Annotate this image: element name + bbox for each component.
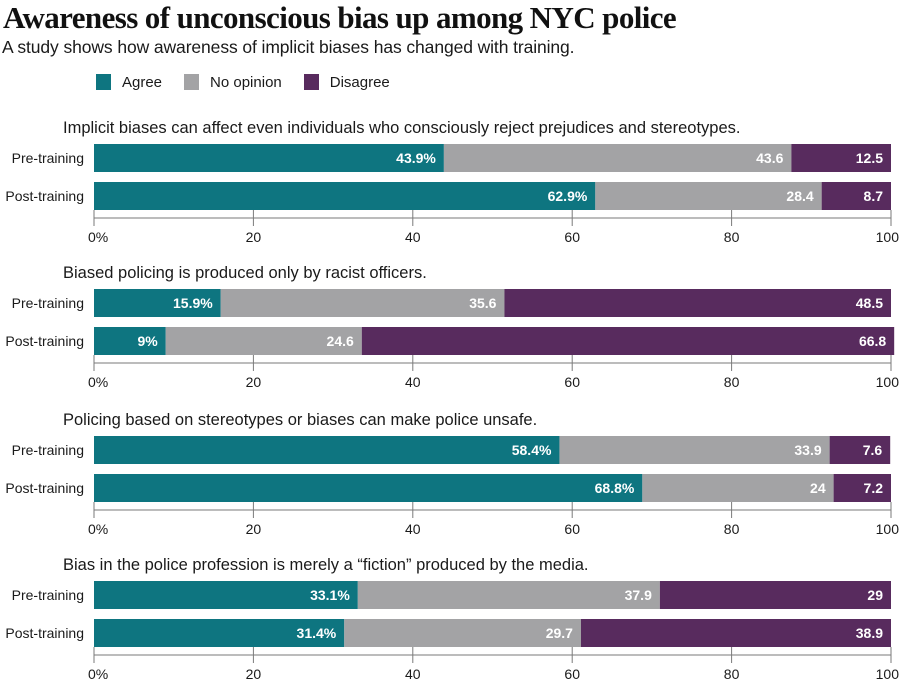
data-label-no-opinion: 43.6 xyxy=(756,150,783,166)
x-tick-label: 60 xyxy=(564,374,580,390)
x-tick-label: 20 xyxy=(246,374,262,390)
data-label-disagree: 48.5 xyxy=(856,295,883,311)
data-label-disagree: 7.2 xyxy=(864,480,884,496)
bar-segment-no-opinion xyxy=(344,619,581,647)
chart-subtitle: A study shows how awareness of implicit … xyxy=(2,37,575,57)
x-tick-label: 20 xyxy=(246,666,262,682)
bar-segment-no-opinion xyxy=(642,474,834,502)
bar-segment-no-opinion xyxy=(220,289,505,317)
data-label-no-opinion: 24 xyxy=(810,480,826,496)
category-label-post-training: Post-training xyxy=(5,188,84,204)
bar-segment-disagree xyxy=(821,182,891,210)
category-label-pre-training: Pre-training xyxy=(12,295,84,311)
bar-segment-disagree xyxy=(361,327,895,355)
panel-question: Policing based on stereotypes or biases … xyxy=(63,411,537,429)
x-tick-label: 0% xyxy=(88,229,108,245)
chart-title: Awareness of unconscious bias up among N… xyxy=(3,0,677,35)
x-tick-label: 0% xyxy=(88,521,108,537)
bar-segment-agree xyxy=(94,581,358,609)
category-label-pre-training: Pre-training xyxy=(12,150,84,166)
bar-segment-agree xyxy=(94,182,596,210)
legend: Agree No opinion Disagree xyxy=(96,71,412,93)
legend-label-disagree: Disagree xyxy=(329,73,390,91)
bar-segment-agree xyxy=(94,289,221,317)
bar-segment-disagree xyxy=(504,289,891,317)
x-tick-label: 80 xyxy=(724,229,740,245)
category-label-post-training: Post-training xyxy=(5,625,84,641)
data-label-disagree: 7.6 xyxy=(863,442,883,458)
data-label-agree: 9% xyxy=(137,333,158,349)
data-label-agree: 33.1% xyxy=(310,587,350,603)
data-label-no-opinion: 29.7 xyxy=(546,625,573,641)
x-tick-label: 40 xyxy=(405,666,421,682)
legend-label-agree: Agree xyxy=(122,73,163,91)
x-tick-label: 80 xyxy=(724,521,740,537)
data-label-disagree: 38.9 xyxy=(856,625,883,641)
data-label-no-opinion: 37.9 xyxy=(625,587,652,603)
bar-segment-disagree xyxy=(580,619,891,647)
bar-segment-agree xyxy=(94,436,560,464)
data-label-agree: 31.4% xyxy=(297,625,337,641)
bar-segment-no-opinion xyxy=(165,327,362,355)
data-label-disagree: 8.7 xyxy=(864,188,884,204)
legend-item-disagree: Disagree xyxy=(303,73,390,91)
x-tick-label: 60 xyxy=(564,229,580,245)
bar-segment-agree xyxy=(94,619,345,647)
legend-swatch-disagree xyxy=(303,74,319,90)
bar-segment-disagree xyxy=(833,474,891,502)
panel-question: Implicit biases can affect even individu… xyxy=(63,119,740,137)
category-label-pre-training: Pre-training xyxy=(12,587,84,603)
bar-segment-no-opinion xyxy=(443,144,792,172)
data-label-agree: 62.9% xyxy=(548,188,588,204)
legend-swatch-agree xyxy=(96,74,111,90)
x-tick-label: 100 xyxy=(876,229,900,245)
data-label-disagree: 29 xyxy=(867,587,883,603)
data-label-no-opinion: 33.9 xyxy=(794,442,821,458)
bar-segment-agree xyxy=(94,144,444,172)
bar-segment-disagree xyxy=(829,436,891,464)
x-tick-label: 0% xyxy=(88,374,108,390)
bar-segment-agree xyxy=(94,327,166,355)
x-tick-label: 40 xyxy=(405,374,421,390)
panel-question: Biased policing is produced only by raci… xyxy=(63,264,427,282)
x-tick-label: 40 xyxy=(405,229,421,245)
bar-segment-disagree xyxy=(791,144,891,172)
legend-item-no-opinion: No opinion xyxy=(184,74,282,91)
bar-segment-disagree xyxy=(659,581,891,609)
data-label-disagree: 66.8 xyxy=(859,333,886,349)
x-tick-label: 20 xyxy=(246,521,262,537)
category-label-pre-training: Pre-training xyxy=(12,442,84,458)
data-label-no-opinion: 28.4 xyxy=(786,188,813,204)
data-label-no-opinion: 24.6 xyxy=(327,333,354,349)
x-tick-label: 60 xyxy=(564,666,580,682)
bar-segment-no-opinion xyxy=(559,436,830,464)
data-label-agree: 68.8% xyxy=(595,480,635,496)
x-tick-label: 100 xyxy=(876,521,900,537)
category-label-post-training: Post-training xyxy=(5,480,84,496)
bar-segment-no-opinion xyxy=(595,182,822,210)
bar-segment-no-opinion xyxy=(357,581,660,609)
x-tick-label: 20 xyxy=(246,229,262,245)
x-tick-label: 60 xyxy=(564,521,580,537)
x-tick-label: 80 xyxy=(724,666,740,682)
x-tick-label: 80 xyxy=(724,374,740,390)
panel-question: Bias in the police profession is merely … xyxy=(63,556,589,574)
x-tick-label: 40 xyxy=(405,521,421,537)
x-tick-label: 0% xyxy=(88,666,108,682)
legend-item-agree: Agree xyxy=(96,74,162,91)
data-label-agree: 15.9% xyxy=(173,295,213,311)
x-tick-label: 100 xyxy=(876,374,900,390)
legend-swatch-no-opinion xyxy=(184,74,200,90)
bar-segment-agree xyxy=(94,474,643,502)
legend-label-no-opinion: No opinion xyxy=(210,73,282,91)
data-label-agree: 43.9% xyxy=(396,150,436,166)
data-label-disagree: 12.5 xyxy=(856,150,883,166)
x-tick-label: 100 xyxy=(876,666,900,682)
data-label-agree: 58.4% xyxy=(512,442,552,458)
category-label-post-training: Post-training xyxy=(5,333,84,349)
data-label-no-opinion: 35.6 xyxy=(469,295,496,311)
